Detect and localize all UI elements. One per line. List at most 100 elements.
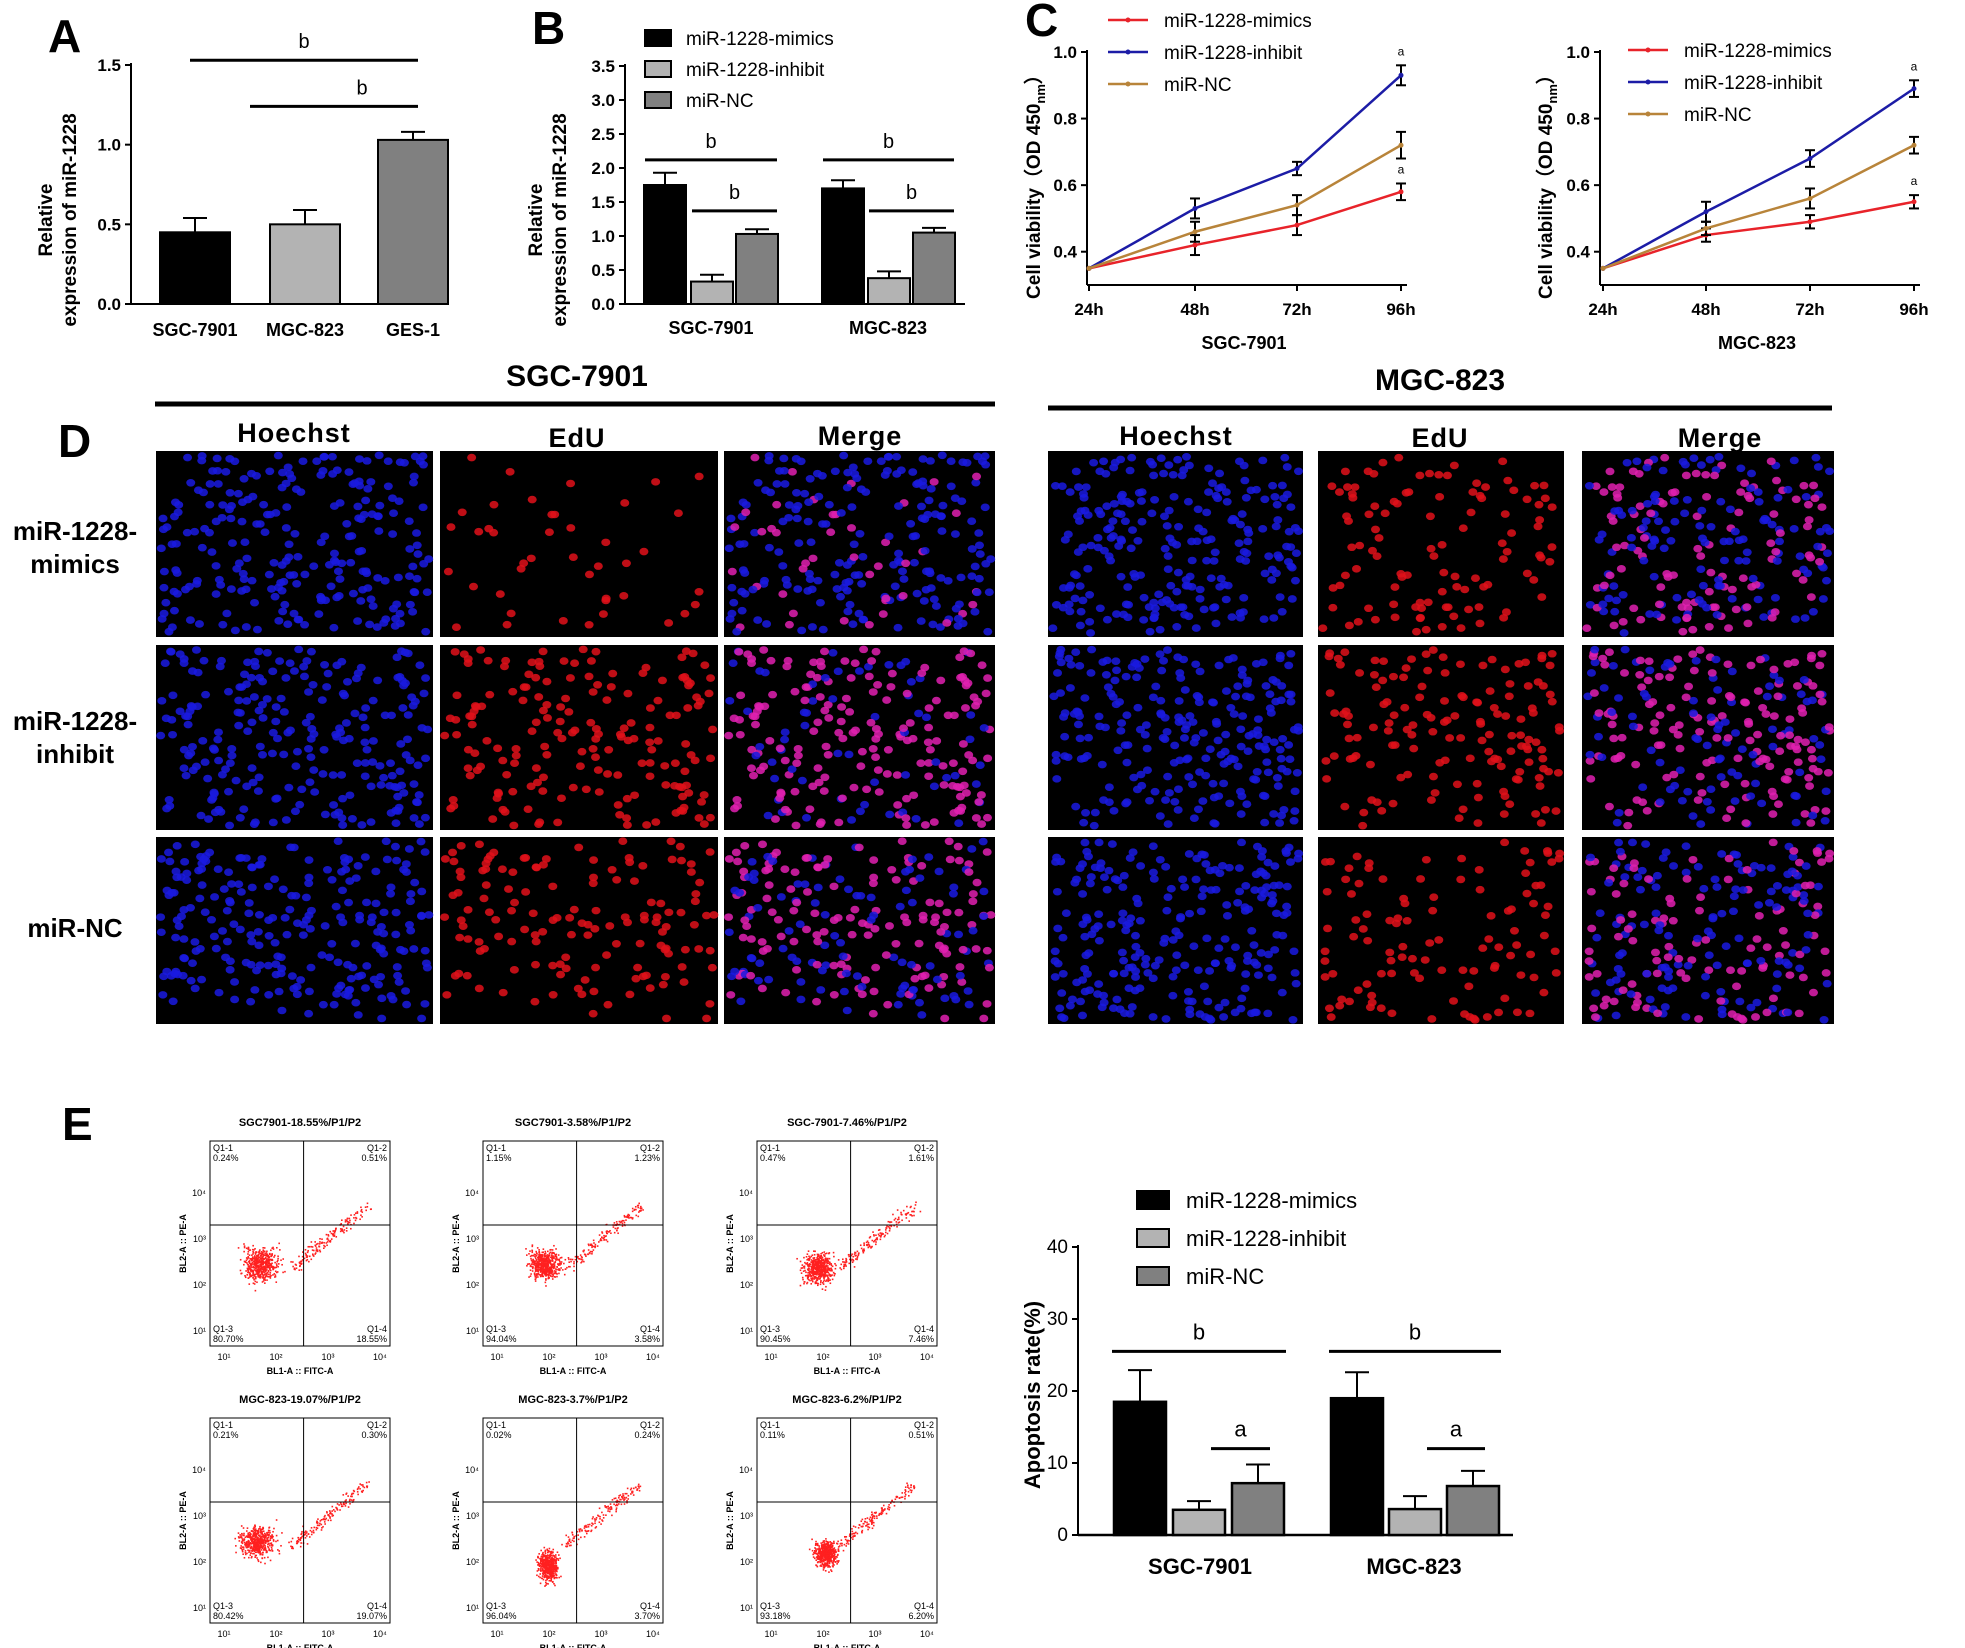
nucleus — [159, 972, 169, 981]
flow-event — [249, 1258, 252, 1260]
nucleus — [1204, 1014, 1214, 1023]
nucleus — [1650, 537, 1660, 545]
nucleus — [917, 862, 927, 870]
nucleus — [1801, 492, 1811, 501]
nucleus — [764, 543, 774, 552]
nucleus — [1639, 920, 1649, 929]
nucleus — [250, 598, 260, 607]
nucleus — [847, 524, 857, 532]
nucleus — [1415, 471, 1425, 480]
nucleus — [1106, 534, 1116, 542]
nucleus — [1774, 537, 1784, 546]
series-line — [1602, 87, 1915, 270]
nucleus — [1652, 969, 1662, 978]
nucleus — [1214, 661, 1224, 670]
nucleus — [1783, 660, 1793, 668]
nucleus — [1202, 536, 1212, 545]
nucleus — [373, 676, 383, 685]
nucleus — [1639, 689, 1649, 698]
nucleus — [863, 457, 873, 466]
nucleus — [1808, 811, 1818, 820]
nucleus — [1551, 807, 1561, 815]
nucleus — [603, 770, 613, 778]
nucleus — [929, 478, 939, 486]
nucleus — [1403, 770, 1413, 779]
nuclei-group — [1318, 453, 1557, 636]
nucleus — [1717, 461, 1727, 470]
nucleus — [1635, 885, 1645, 894]
nucleus — [1615, 847, 1625, 856]
nucleus — [1221, 595, 1231, 604]
nucleus — [1052, 853, 1062, 862]
nucleus — [938, 501, 948, 510]
y-tick-label: 1.0 — [1053, 43, 1077, 62]
nucleus — [1529, 973, 1539, 982]
nucleus — [1127, 963, 1137, 972]
flow-event — [563, 1262, 565, 1265]
nucleus — [1591, 989, 1601, 997]
nucleus — [583, 931, 593, 939]
nucleus — [298, 931, 308, 939]
nucleus — [1249, 775, 1259, 783]
nucleus — [1717, 1010, 1727, 1019]
nucleus — [156, 928, 166, 937]
nucleus — [657, 676, 667, 685]
nucleus — [971, 478, 981, 487]
flow-event — [275, 1281, 278, 1283]
flow-event — [258, 1259, 261, 1262]
nucleus — [1585, 750, 1595, 759]
nucleus — [690, 600, 700, 609]
nucleus — [1759, 516, 1769, 525]
nucleus — [1230, 1008, 1240, 1017]
nucleus — [852, 891, 862, 900]
nucleus — [666, 837, 676, 846]
flow-event — [346, 1217, 349, 1220]
nucleus — [1790, 791, 1800, 800]
nucleus — [964, 751, 974, 759]
nucleus — [857, 990, 867, 999]
nucleus — [820, 647, 830, 656]
nucleus — [222, 906, 232, 915]
nucleus — [331, 902, 341, 911]
nucleus — [1619, 629, 1629, 637]
nucleus — [1074, 517, 1084, 525]
nucleus — [1752, 935, 1762, 943]
nucleus — [294, 645, 304, 654]
data-point — [1807, 219, 1813, 225]
nucleus — [383, 482, 393, 491]
nucleus — [161, 598, 171, 607]
nucleus — [1417, 682, 1427, 691]
flow-event — [529, 1275, 532, 1277]
flow-event — [551, 1252, 554, 1254]
nucleus — [1415, 613, 1425, 622]
nucleus — [1500, 994, 1510, 1003]
nucleus — [244, 909, 254, 918]
nucleus — [651, 478, 661, 486]
nucleus — [1150, 961, 1160, 970]
nucleus — [942, 908, 952, 917]
nucleus — [731, 848, 741, 857]
flow-event — [327, 1235, 330, 1237]
nucleus — [1695, 727, 1705, 736]
flow-event — [251, 1274, 254, 1277]
flow-y-axis-label: BL2-A :: PE-A — [178, 1214, 188, 1273]
nucleus — [954, 856, 964, 865]
nucleus — [502, 620, 512, 629]
nucleus — [417, 887, 427, 896]
nucleus — [1328, 584, 1338, 592]
nucleus — [329, 1000, 339, 1009]
nucleus — [793, 745, 803, 753]
nucleus — [255, 673, 265, 682]
nucleus — [1385, 916, 1395, 925]
nucleus — [379, 773, 389, 782]
nucleus — [747, 655, 757, 663]
flow-event — [353, 1222, 355, 1225]
nucleus — [911, 814, 921, 823]
nucleus — [780, 735, 790, 744]
flow-event — [292, 1265, 294, 1268]
flow-event — [294, 1263, 297, 1266]
nucleus — [689, 921, 699, 929]
nucleus — [917, 669, 927, 677]
flow-plot-title: SGC7901-18.55%/P1/P2 — [239, 1117, 361, 1129]
nucleus — [404, 572, 414, 580]
